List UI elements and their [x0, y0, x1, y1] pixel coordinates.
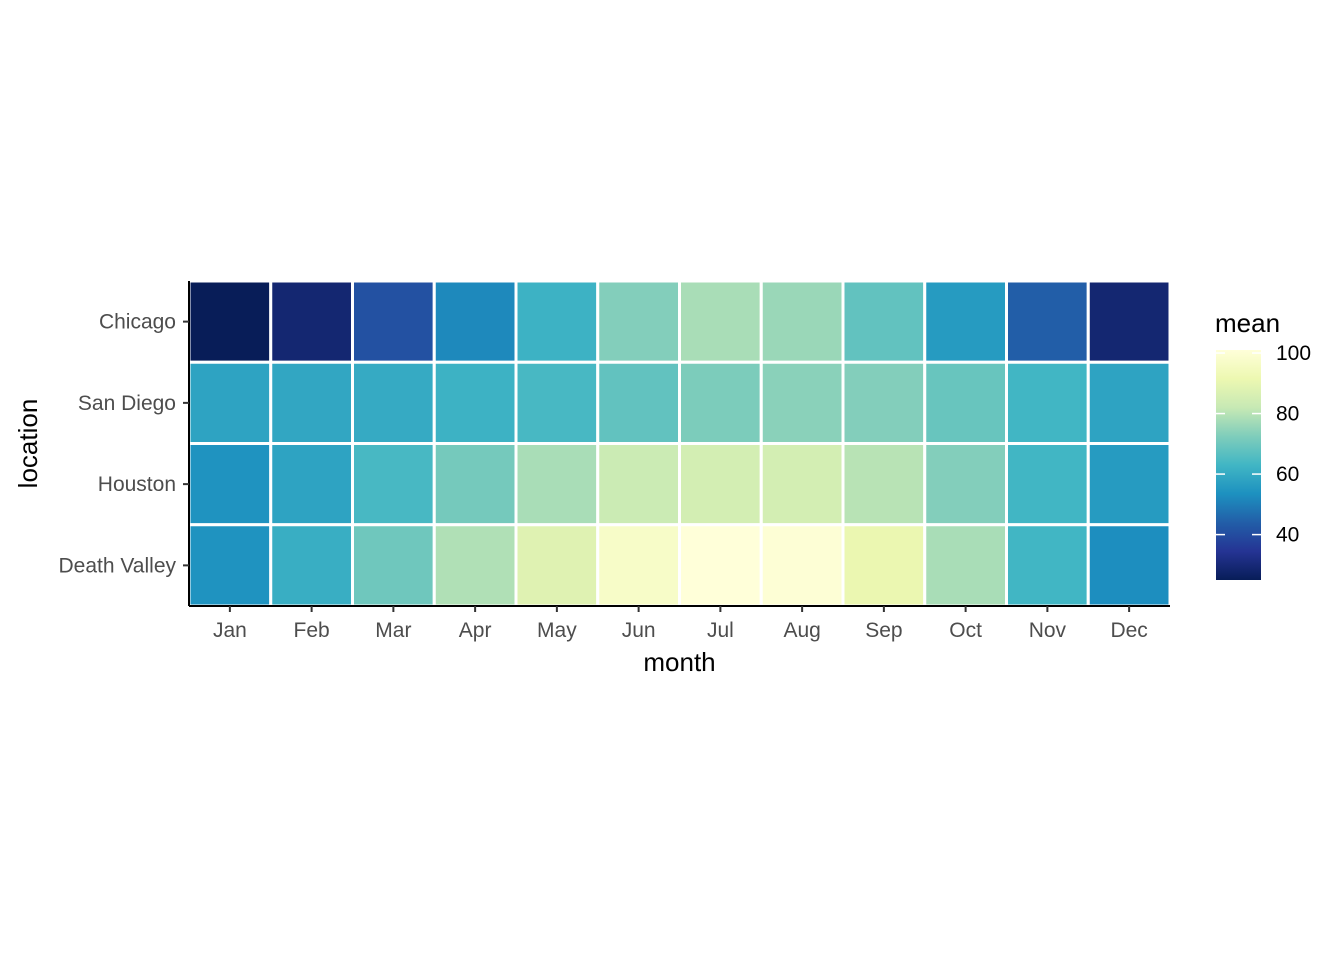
heatmap-cell	[759, 279, 845, 364]
heatmap-cell	[1086, 442, 1172, 527]
legend-colorbar-rect	[1216, 350, 1261, 580]
heatmap-cell	[514, 523, 600, 608]
heatmap-cell	[187, 279, 273, 364]
x-tick-label: Jun	[622, 619, 656, 642]
y-tick-label: Chicago	[99, 311, 176, 334]
x-tick-label: Jul	[707, 619, 734, 642]
heatmap-cell	[1005, 442, 1090, 527]
heatmap-cell	[514, 442, 600, 527]
heatmap-cell	[1005, 360, 1090, 445]
heatmap-cell	[269, 279, 354, 364]
x-tick-label: Nov	[1029, 619, 1067, 642]
heatmap-cell	[678, 279, 763, 364]
x-axis-title: month	[643, 647, 715, 677]
heatmap-cell	[759, 442, 845, 527]
legend-tick-label: 60	[1276, 463, 1299, 486]
x-tick-label: May	[537, 619, 577, 642]
y-tick-label: San Diego	[78, 392, 176, 415]
heatmap-cell	[1086, 279, 1172, 364]
heatmap-cell	[351, 279, 436, 364]
legend-tick-label: 100	[1276, 342, 1311, 365]
heatmap-cell	[923, 523, 1008, 608]
heatmap-cell	[678, 360, 763, 445]
axes	[188, 281, 1170, 607]
heatmap-cell	[351, 360, 436, 445]
heatmap-cell	[596, 442, 681, 527]
heatmap-cell	[432, 442, 518, 527]
heatmap-cell	[269, 523, 354, 608]
heatmap-cell	[841, 360, 927, 445]
heatmap-cell	[351, 442, 436, 527]
heatmap-cell	[678, 442, 763, 527]
heatmap-cell	[1086, 523, 1172, 608]
heatmap-cell	[187, 523, 273, 608]
heatmap-cell	[269, 442, 354, 527]
heatmap-cell	[923, 279, 1008, 364]
legend-tick-label: 80	[1276, 403, 1299, 426]
heatmap-cell	[432, 279, 518, 364]
x-tick-label: Dec	[1110, 619, 1147, 642]
color-legend: mean 40 60 80 100	[1215, 308, 1311, 580]
heatmap-cell	[432, 360, 518, 445]
heatmap-cell	[187, 442, 273, 527]
y-tick-label: Death Valley	[58, 554, 176, 577]
x-axis-ticks: Jan Feb Mar Apr May Jun Jul Aug Sep Oct Nov Dec	[213, 606, 1148, 642]
heatmap-cell	[514, 279, 600, 364]
heatmap-cell	[678, 523, 763, 608]
x-tick-label: Apr	[459, 619, 492, 642]
x-tick-label: Jan	[213, 619, 247, 642]
legend-ticks: 40 60 80 100	[1216, 342, 1311, 547]
heatmap-cell	[514, 360, 600, 445]
legend-title: mean	[1215, 308, 1280, 338]
x-tick-label: Mar	[375, 619, 411, 642]
heatmap-cell	[269, 360, 354, 445]
heatmap-cell	[923, 442, 1008, 527]
heatmap-cells	[187, 279, 1172, 608]
legend-colorbar	[1216, 350, 1261, 580]
heatmap-cell	[187, 360, 273, 445]
heatmap-cell	[841, 523, 927, 608]
heatmap-cell	[596, 360, 681, 445]
heatmap-cell	[596, 523, 681, 608]
x-tick-label: Sep	[865, 619, 902, 642]
heatmap-cell	[1086, 360, 1172, 445]
heatmap-cell	[351, 523, 436, 608]
heatmap-cell	[759, 360, 845, 445]
heatmap-cell	[1005, 523, 1090, 608]
y-axis-ticks: Chicago San Diego Houston Death Valley	[58, 311, 189, 577]
y-tick-label: Houston	[98, 473, 176, 496]
heatmap-cell	[596, 279, 681, 364]
heatmap-cell	[923, 360, 1008, 445]
heatmap-cell	[841, 442, 927, 527]
heatmap-cell	[841, 279, 927, 364]
heatmap-cell	[1005, 279, 1090, 364]
heatmap-cell	[432, 523, 518, 608]
x-tick-label: Oct	[949, 619, 982, 642]
y-axis-title: location	[13, 399, 43, 489]
x-tick-label: Feb	[294, 619, 330, 642]
x-tick-label: Aug	[783, 619, 820, 642]
legend-tick-label: 40	[1276, 524, 1299, 547]
heatmap-cell	[759, 523, 845, 608]
